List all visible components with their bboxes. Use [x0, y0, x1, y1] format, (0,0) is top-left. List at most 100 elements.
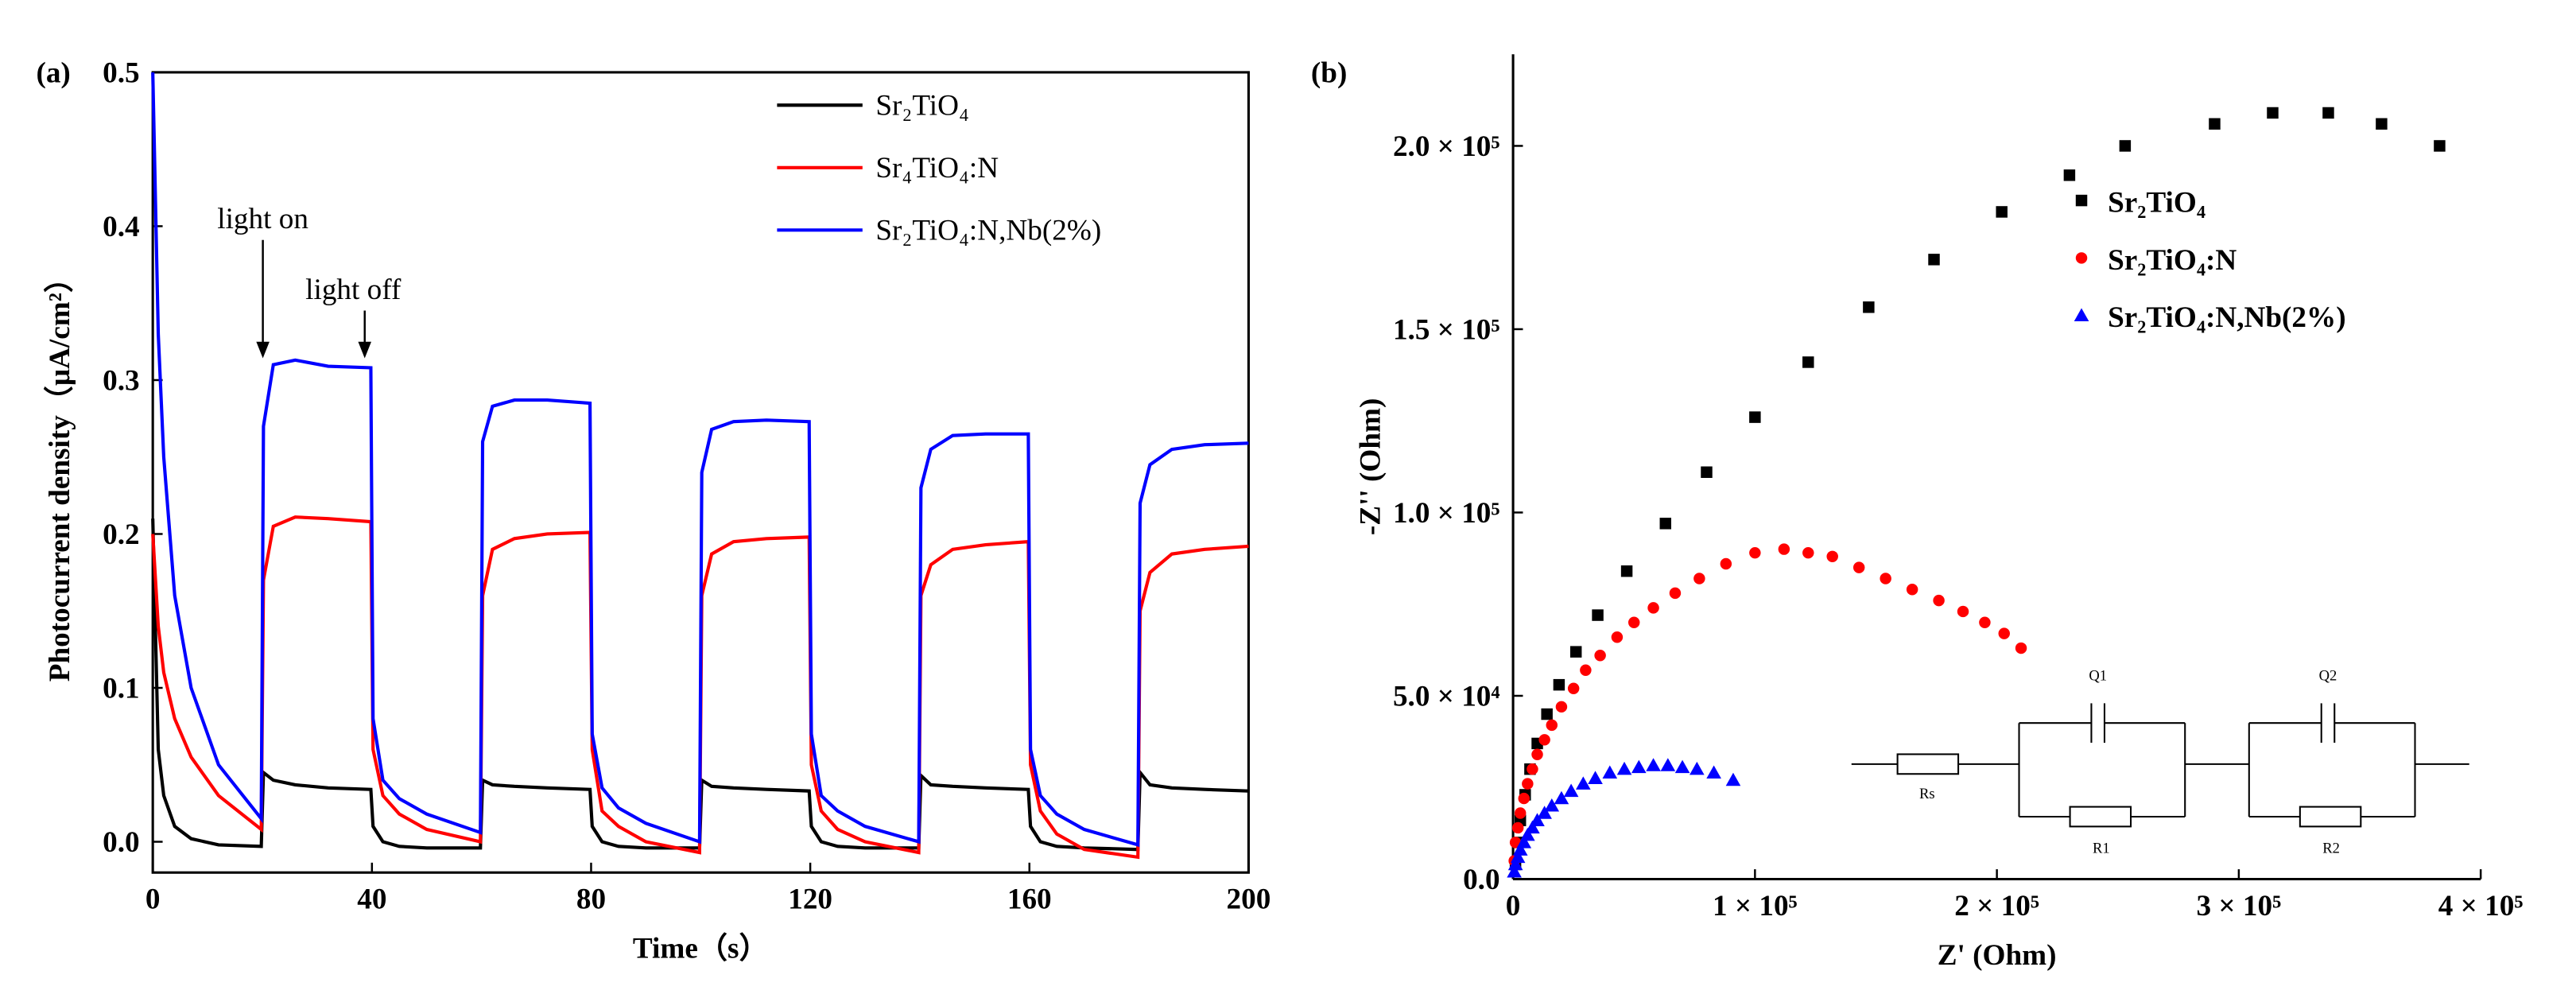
data-point [1555, 701, 1568, 713]
data-point [1647, 602, 1659, 614]
data-point [1996, 206, 2008, 218]
data-point [1749, 411, 1761, 423]
data-point [1933, 594, 1945, 607]
y-tick-label: 0.5 [103, 56, 139, 89]
data-point [1512, 842, 1528, 856]
data-point [1674, 759, 1690, 774]
data-point [1611, 631, 1624, 643]
circuit-resistor [2299, 806, 2362, 828]
data-point [1690, 761, 1705, 775]
y-tick-label: 1.0 × 10⁵ [1393, 497, 1500, 530]
data-point [1514, 807, 1527, 819]
series-line [151, 515, 1249, 860]
annotation: light on [217, 203, 308, 235]
y-tick-label: 1.5 × 10⁵ [1393, 313, 1500, 346]
data-point [1511, 821, 1524, 834]
x-tick-label: 4 × 10⁵ [2438, 890, 2524, 922]
data-point [1546, 719, 1558, 732]
data-point [1576, 776, 1591, 790]
data-point [1928, 254, 1940, 266]
data-point [1701, 466, 1713, 478]
circuit-resistor [1896, 753, 1960, 775]
data-point [1518, 792, 1530, 805]
x-tick-label: 3 × 10⁵ [2197, 890, 2282, 922]
data-point [2063, 169, 2076, 181]
data-point [1522, 778, 1534, 790]
data-point [1531, 748, 1543, 760]
legend-label: Sr₂TiO₄ [2108, 187, 2206, 219]
data-point [1530, 813, 1545, 826]
data-point [2376, 118, 2388, 130]
data-point [1720, 557, 1732, 570]
x-tick-label: 0 [145, 883, 161, 916]
panel-label: (b) [1311, 56, 1347, 89]
data-point [2209, 118, 2221, 130]
annotation: light off [305, 274, 402, 306]
x-tick-label: 80 [576, 883, 606, 916]
legend-marker [2075, 194, 2088, 207]
data-point [1620, 565, 1633, 577]
data-point [1880, 573, 1891, 584]
y-tick-label: 5.0 × 10⁴ [1393, 680, 1500, 713]
legend-marker [2075, 252, 2088, 264]
circuit-inset: Rs Q1 R1 Q2 R2 [1851, 667, 2469, 856]
annotation-arrowhead [358, 341, 371, 359]
x-tick-label: 40 [357, 883, 386, 916]
data-point [1616, 761, 1632, 775]
x-tick-label: 0 [1506, 890, 1521, 922]
data-point [1602, 765, 1618, 779]
data-point [1580, 664, 1592, 676]
x-tick-label: 120 [788, 883, 832, 916]
y-tick-label: 0.0 [103, 826, 139, 859]
data-point [1592, 609, 1604, 621]
circuit-label: Q2 [2319, 667, 2337, 684]
data-point [1631, 759, 1647, 774]
y-tick-label: 0.2 [103, 518, 139, 551]
legend-label: Sr₂TiO₄:N [2108, 244, 2237, 277]
data-point [1646, 758, 1661, 771]
x-tick-label: 200 [1227, 883, 1271, 916]
data-point [1778, 543, 1790, 555]
data-point [1998, 627, 2010, 639]
data-point [1553, 678, 1565, 691]
plot-frame [151, 71, 1250, 874]
data-point [1541, 708, 1553, 720]
data-point [1527, 763, 1538, 775]
data-point [1510, 849, 1526, 864]
data-point [1525, 820, 1540, 834]
data-point [1669, 587, 1682, 600]
circuit-label: Q1 [2089, 667, 2107, 684]
y-tick-label: 0.4 [103, 211, 139, 243]
panel-label: (a) [36, 56, 70, 89]
x-axis-label: Z' (Ohm) [1938, 939, 2057, 972]
data-point [1538, 734, 1550, 746]
data-point [1627, 616, 1640, 629]
data-point [1659, 518, 1672, 530]
y-axis-label: -Z'' (Ohm) [1355, 398, 1387, 536]
data-point [1749, 546, 1761, 559]
data-point [1802, 356, 1814, 368]
data-point [1706, 765, 1721, 779]
annotation-arrowhead [256, 341, 270, 359]
data-point [1567, 682, 1580, 694]
x-tick-label: 2 × 10⁵ [1954, 890, 2039, 922]
data-point [1554, 790, 1569, 805]
data-point [1516, 835, 1532, 848]
data-point [1863, 301, 1875, 313]
circuit-label: R2 [2322, 840, 2340, 856]
data-point [2015, 642, 2027, 654]
x-tick-label: 1 × 10⁵ [1713, 890, 1798, 922]
y-tick-label: 0.3 [103, 364, 139, 397]
legend-label: Sr₄TiO₄:N [875, 152, 999, 184]
circuit-label: Rs [1919, 786, 1935, 802]
data-point [1507, 856, 1523, 871]
legend-label: Sr₂TiO₄:N,Nb(2%) [2108, 301, 2346, 334]
data-point [1826, 550, 1838, 563]
legend-item: Sr₂TiO₄ [777, 90, 969, 122]
data-point [1852, 561, 1865, 573]
legend-label: Sr₂TiO₄ [875, 90, 969, 122]
data-point [1725, 772, 1741, 786]
data-point [2119, 140, 2132, 152]
